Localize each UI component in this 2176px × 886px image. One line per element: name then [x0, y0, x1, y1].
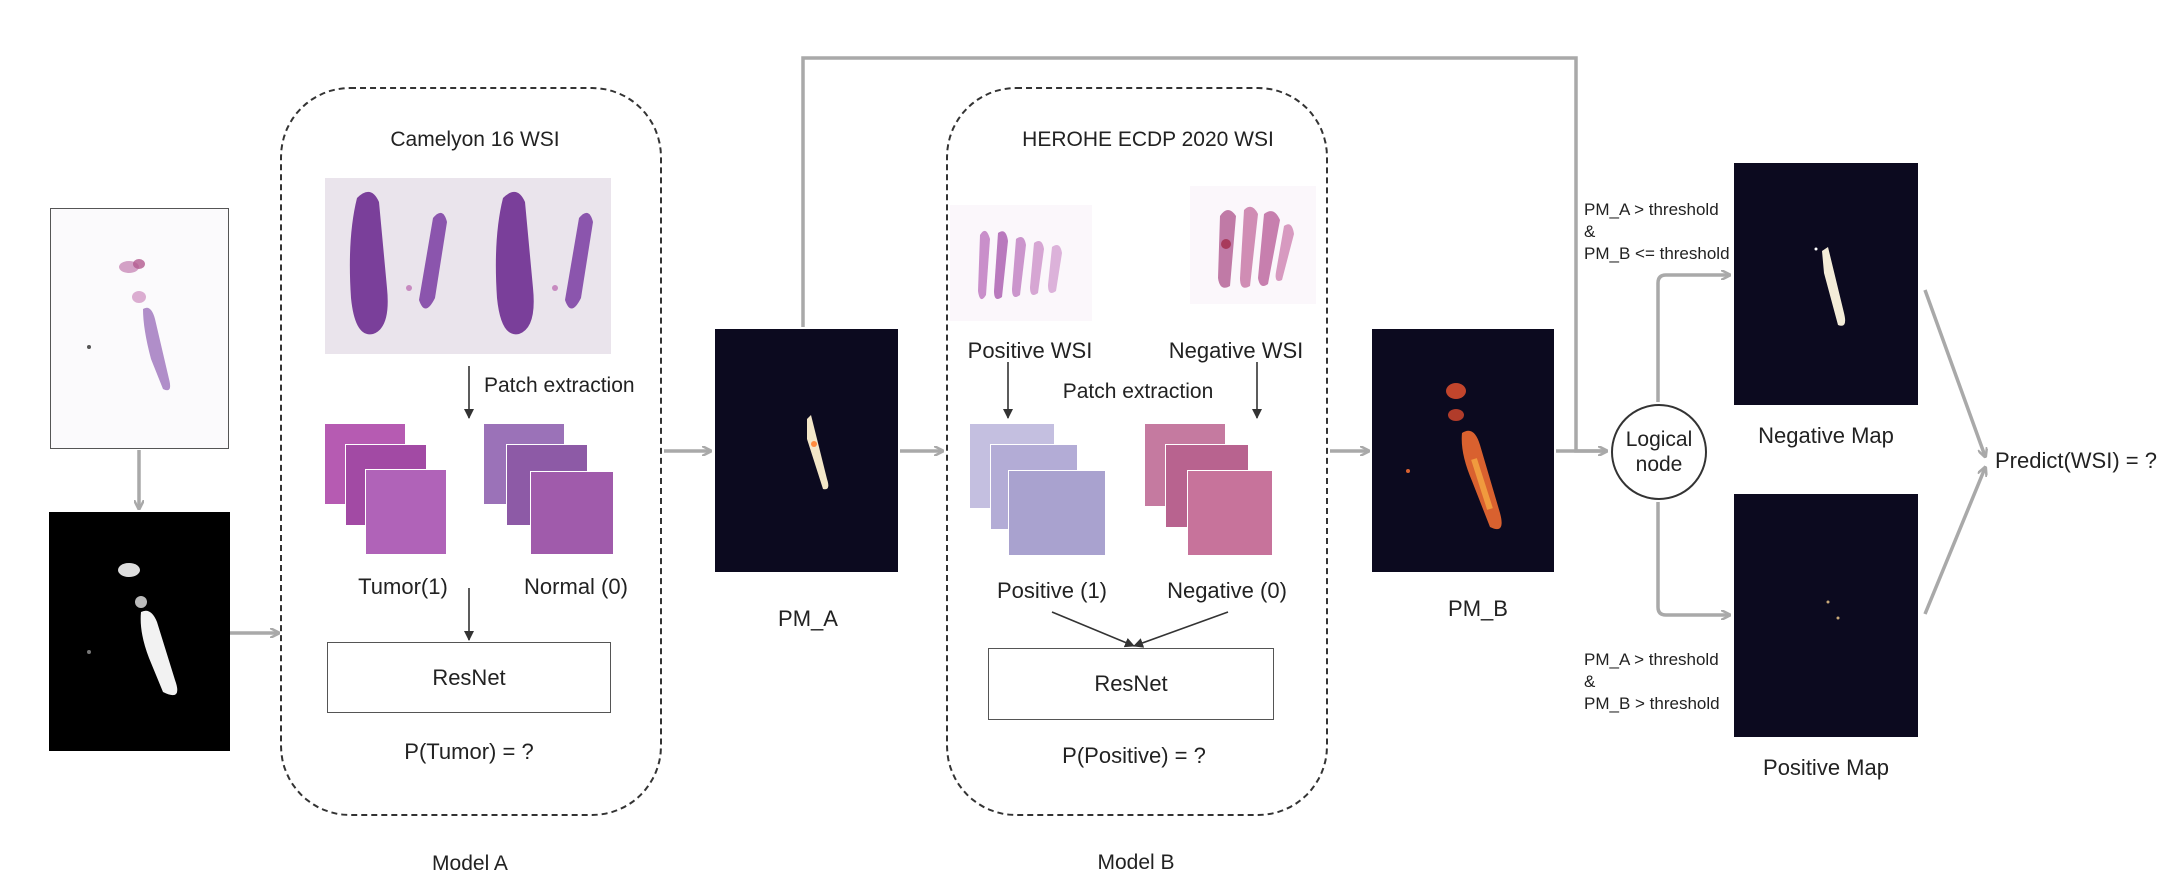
model-b-title: HEROHE ECDP 2020 WSI: [1022, 128, 1274, 151]
normal-patches: [484, 424, 614, 555]
model-a-resnet-label: ResNet: [432, 664, 506, 690]
negative-wsi-label: Negative WSI: [1168, 338, 1304, 363]
negative-condition-line3: PM_B <= threshold: [1584, 244, 1730, 263]
model-b-caption: Model B: [1097, 851, 1175, 874]
positive-patches: [970, 424, 1108, 556]
positive-label: Positive (1): [996, 578, 1108, 603]
model-a-probability: P(Tumor) = ?: [404, 739, 534, 764]
negative-condition-line2: &: [1584, 222, 1596, 241]
input-wsi-thumbnail: [50, 208, 229, 449]
tumor-patches: [325, 424, 447, 555]
input-wsi-mask: [49, 512, 230, 751]
model-b-box: [946, 87, 1328, 816]
model-b-arrow-positive-to-resnet: [1051, 611, 1135, 648]
model-b-resnet-box: ResNet: [988, 648, 1274, 720]
pm-b-label: PM_B: [1448, 596, 1508, 621]
negative-map-label: Negative Map: [1758, 423, 1894, 448]
positive-wsi-image: [950, 205, 1092, 321]
positive-condition-line2: &: [1584, 672, 1596, 691]
model-b-probability: P(Positive) = ?: [1062, 743, 1206, 768]
negative-patches: [1145, 424, 1273, 556]
predict-label: Predict(WSI) = ?: [1995, 448, 2157, 473]
positive-condition-line3: PM_B > threshold: [1584, 694, 1720, 713]
arrow-positive-map-to-predict: [1923, 468, 1985, 615]
arrow-logical-to-negative-map: [1656, 275, 1729, 402]
model-a-box: [280, 87, 662, 816]
model-a-patch-extraction-label: Patch extraction: [484, 374, 635, 397]
positive-map-label: Positive Map: [1763, 755, 1889, 780]
bypass-pm-a-to-logical: [801, 56, 1606, 451]
model-a-caption: Model A: [432, 852, 508, 875]
normal-label: Normal (0): [524, 574, 628, 599]
model-b-patch-extraction-label: Patch extraction: [1062, 380, 1214, 403]
logical-node-line2: node: [1635, 453, 1683, 476]
positive-map-image: [1734, 494, 1918, 737]
logical-node: Logical node: [1611, 404, 1707, 500]
positive-condition-line1: PM_A > threshold: [1584, 650, 1719, 669]
logical-node-line1: Logical: [1625, 428, 1693, 451]
model-a-resnet-box: ResNet: [327, 642, 611, 713]
pm-a-label: PM_A: [778, 606, 838, 631]
negative-wsi-image: [1190, 186, 1316, 304]
model-b-arrow-negative-to-resnet: [1133, 611, 1229, 648]
pm-b-heatmap: [1372, 329, 1554, 572]
negative-label: Negative (0): [1167, 578, 1287, 603]
arrow-negative-map-to-predict: [1923, 289, 1985, 456]
model-b-resnet-label: ResNet: [1094, 671, 1168, 696]
positive-condition: PM_A > threshold & PM_B > threshold: [1584, 649, 1720, 715]
pm-a-heatmap: [715, 329, 898, 572]
model-a-title: Camelyon 16 WSI: [390, 128, 560, 151]
negative-condition: PM_A > threshold & PM_B <= threshold: [1584, 199, 1730, 265]
input-wsi-tissue: [87, 259, 171, 391]
positive-wsi-label: Positive WSI: [967, 338, 1093, 363]
negative-map-image: [1734, 163, 1918, 405]
arrow-logical-to-positive-map: [1656, 502, 1729, 615]
camelyon-wsi-image: [325, 178, 611, 354]
tumor-label: Tumor(1): [358, 574, 448, 599]
negative-condition-line1: PM_A > threshold: [1584, 200, 1719, 219]
